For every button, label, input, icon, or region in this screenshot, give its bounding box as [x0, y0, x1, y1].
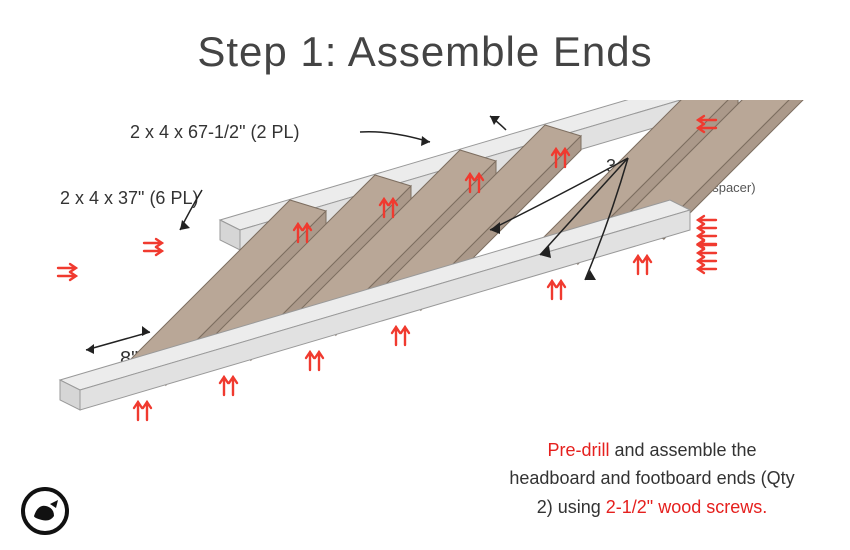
step-title: Step 1: Assemble Ends — [0, 28, 850, 76]
assembly-diagram — [30, 100, 810, 470]
brand-logo-icon — [20, 486, 70, 536]
